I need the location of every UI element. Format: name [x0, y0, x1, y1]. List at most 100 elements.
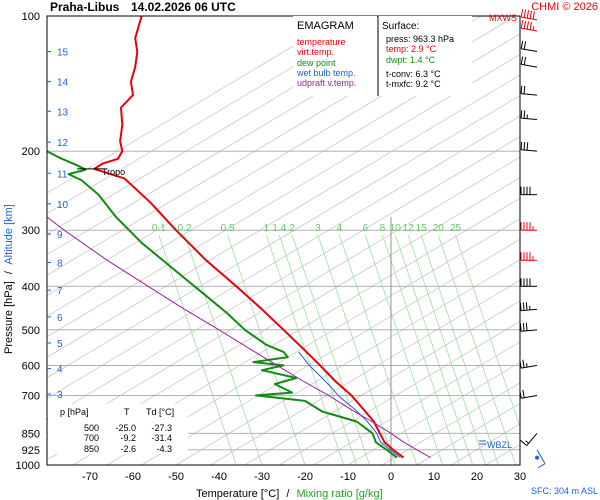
adiabat-line	[554, 16, 600, 465]
wind-barb-shaft	[521, 308, 538, 312]
x-axis-label: Temperature [°C] / Mixing ratio [g/kg]	[196, 488, 383, 500]
temperature-tick-labels: -70 -60 -50 -40 -30 -20 -10 0 10 20 30	[82, 471, 526, 483]
mixing-ratio-label: 8	[380, 223, 386, 234]
adiabat-line	[47, 74, 520, 358]
levels-header-p: p [hPa]	[60, 407, 89, 417]
surface-temp: temp: 2.9 °C	[386, 44, 437, 54]
wind-barb	[519, 302, 538, 312]
altitude-tick-label: 7	[57, 286, 63, 297]
x-axis-label-mixing: Mixing ratio [g/kg]	[296, 488, 382, 500]
wind-barb	[520, 85, 538, 96]
mixing-ratio-label: 6	[362, 223, 368, 234]
altitude-tick-label: 15	[57, 48, 69, 59]
wind-barb-shaft	[521, 48, 538, 53]
series-line-wet-bulb-temp	[298, 351, 401, 459]
legend-item-dew-point: dew point	[297, 58, 336, 68]
wind-barb-shaft	[526, 432, 538, 446]
mixing-ratio-label: 0.1	[152, 223, 166, 234]
x-axis-label-sep: /	[286, 488, 290, 500]
wind-barb-flag	[519, 323, 522, 332]
levels-row-p: 700	[84, 433, 99, 443]
wind-barb-flag	[526, 10, 530, 19]
adiabat-line	[47, 16, 379, 215]
sounding-datetime: 14.02.2026 06 UTC	[131, 0, 236, 14]
temperature-tick-label: -20	[297, 471, 313, 483]
wind-barb-flag	[523, 41, 527, 50]
adiabat-line	[278, 320, 520, 465]
wind-barb-flag	[529, 10, 532, 19]
wind-barb-shaft	[521, 329, 538, 332]
pressure-tick-label: 500	[22, 325, 40, 337]
adiabat-line	[47, 156, 520, 440]
mixing-ratio-line	[455, 234, 520, 428]
adiabat-line	[47, 115, 520, 399]
pressure-tick-label: 100	[22, 11, 40, 23]
mixing-ratio-line	[227, 234, 306, 465]
wind-barb	[519, 322, 538, 332]
mixing-ratio-label: 1.4	[272, 223, 286, 234]
wind-barb-flag	[523, 110, 526, 119]
legend-item-virt-temp: virt.temp.	[297, 47, 334, 57]
altitude-tick-label: 10	[57, 200, 69, 211]
altitude-tick-label: 8	[57, 259, 63, 270]
levels-row-t: -9.2	[120, 433, 136, 443]
levels-table-box	[48, 404, 188, 454]
wind-barb-flag	[519, 360, 522, 369]
pressure-tick-label: 850	[22, 428, 40, 440]
wind-barbs	[519, 9, 546, 469]
series-line-temperature	[93, 16, 405, 459]
wind-barb-flag	[520, 20, 524, 29]
y-axis-label-altitude: Altitude [km]	[3, 204, 15, 265]
legend-title: EMAGRAM	[297, 20, 354, 32]
adiabat-line	[72, 197, 520, 465]
wind-barb-shaft	[536, 449, 546, 464]
wind-barb-flag	[525, 322, 528, 331]
mixing-ratio-label: 25	[450, 223, 462, 234]
altitude-tick-label: 12	[57, 138, 69, 149]
levels-row-td: -4.3	[156, 444, 172, 454]
wind-barb-flag	[529, 21, 532, 30]
pressure-tick-labels: 100 200 300 400 500 600 700 850 925 1000	[16, 11, 40, 472]
wind-barb-flag	[520, 40, 524, 49]
wind-barb-flag	[523, 20, 527, 29]
wind-barb-flag	[519, 390, 522, 399]
adiabat-line	[485, 444, 520, 465]
wind-barb	[520, 110, 538, 120]
mixing-ratio-line	[420, 234, 499, 465]
altitude-tick-label: 11	[57, 169, 68, 180]
mixing-ratio-line	[437, 234, 517, 465]
mixing-ratio-line	[317, 234, 396, 465]
levels-row-p: 850	[84, 444, 99, 454]
mixing-ratio-label: 15	[416, 223, 428, 234]
adiabat-line	[519, 464, 520, 465]
series-line-dew-point	[47, 150, 398, 459]
levels-header-td: Td [°C]	[146, 407, 174, 417]
wind-barb	[520, 252, 537, 261]
wind-barb-surface-dot	[535, 455, 539, 460]
adiabat-line	[589, 16, 600, 465]
temperature-tick-label: 20	[471, 471, 483, 483]
wind-barb-half-flag	[532, 26, 535, 31]
levels-header-t: T	[124, 407, 130, 417]
levels-row-td: -31.4	[151, 433, 172, 443]
y-axis-label: Pressure [hPa] / Altitude [km]	[3, 204, 15, 354]
surface-title: Surface:	[382, 21, 419, 32]
wind-barb-flag	[520, 110, 523, 119]
altitude-tick-label: 9	[57, 230, 63, 241]
mxws-label: MXWS	[489, 13, 517, 23]
wind-barb	[520, 56, 538, 68]
levels-row-t: -25.0	[115, 423, 136, 433]
tropopause-label: Tropo	[102, 167, 125, 177]
levels-row-t: -2.6	[120, 444, 136, 454]
mixing-ratio-line	[291, 234, 370, 465]
wind-barb-flag	[519, 302, 522, 311]
adiabat-line	[313, 341, 520, 465]
wind-barb-half-flag	[525, 363, 528, 368]
temperature-tick-label: 10	[428, 471, 440, 483]
series-layer	[47, 16, 431, 459]
wind-barb-half-flag	[525, 440, 529, 444]
mixing-ratio-label: 20	[433, 223, 445, 234]
copyright-text: CHMI © 2026	[531, 1, 598, 13]
plot-frame	[46, 15, 521, 466]
pressure-tick-label: 925	[22, 445, 40, 457]
